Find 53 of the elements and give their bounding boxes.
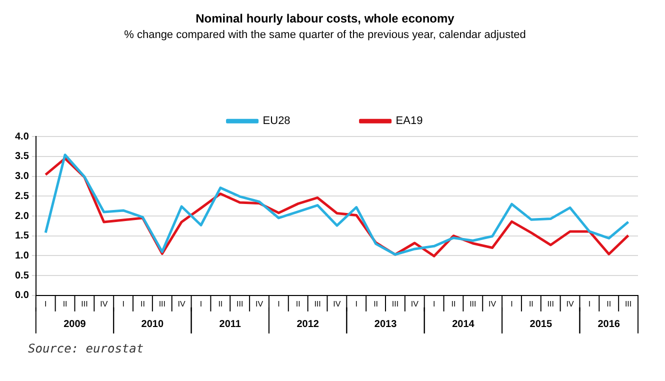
chart-title: Nominal hourly labour costs, whole economy: [196, 12, 455, 26]
x-tick-label: IV: [178, 299, 186, 308]
x-tick-label: IV: [566, 299, 574, 308]
text: 2009: [64, 319, 86, 330]
y-tick-label: 2.0: [14, 210, 30, 222]
source-note: Source: eurostat: [28, 342, 144, 356]
x-tick-label: IV: [100, 299, 108, 308]
x-tick-label: III: [624, 299, 632, 308]
y-tick-label: 3.5: [14, 151, 30, 162]
x-tick-label: I: [510, 299, 513, 308]
x-tick-label: III: [547, 299, 554, 308]
text: 2010: [141, 319, 164, 330]
x-tick-label: II: [296, 299, 300, 308]
y-tick-label: 0.0: [14, 290, 30, 302]
x-tick-label: III: [236, 299, 244, 308]
x-tick-label: IV: [255, 299, 264, 308]
x-tick-label: II: [451, 299, 456, 308]
x-tick-label: I: [122, 299, 124, 308]
y-tick-label: 1.5: [14, 230, 30, 242]
y-tick-label: 3.0: [14, 171, 30, 182]
x-tick-label: III: [392, 299, 399, 308]
x-tick-label: II: [528, 299, 534, 308]
x-tick-label: I: [432, 299, 436, 308]
x-tick-label: I: [588, 299, 591, 308]
x-tick-label: I: [200, 299, 202, 308]
y-tick-label: 2.5: [14, 190, 30, 202]
legend-label: EA19: [396, 115, 423, 128]
x-tick-label: III: [158, 299, 166, 308]
x-tick-label: III: [314, 299, 321, 308]
x-tick-label: III: [81, 299, 88, 308]
text: 2013: [374, 319, 398, 330]
x-tick-label: II: [218, 299, 223, 308]
legend-label: EU28: [262, 115, 290, 128]
chart-subtitle: % change compared with the same quarter of the previous year, calendar adjusted: [124, 29, 526, 42]
x-tick-label: II: [606, 299, 612, 308]
text: 2011: [219, 319, 242, 330]
text: 2014: [452, 319, 475, 330]
x-tick-label: IV: [410, 299, 420, 308]
x-tick-label: IV: [488, 299, 497, 308]
text: 2012: [296, 319, 320, 330]
x-tick-label: IV: [333, 299, 342, 308]
x-tick-label: II: [374, 299, 378, 308]
x-tick-label: II: [140, 299, 145, 308]
text: 2015: [530, 319, 552, 330]
x-tick-label: II: [62, 299, 68, 308]
x-tick-label: I: [44, 299, 47, 308]
y-tick-label: 1.0: [14, 250, 30, 262]
y-tick-label: 0.5: [14, 270, 30, 282]
x-tick-label: I: [278, 299, 280, 308]
x-tick-label: I: [355, 299, 358, 308]
text: 2016: [598, 319, 620, 330]
x-tick-label: III: [470, 299, 476, 308]
y-tick-label: 4.0: [14, 131, 30, 142]
